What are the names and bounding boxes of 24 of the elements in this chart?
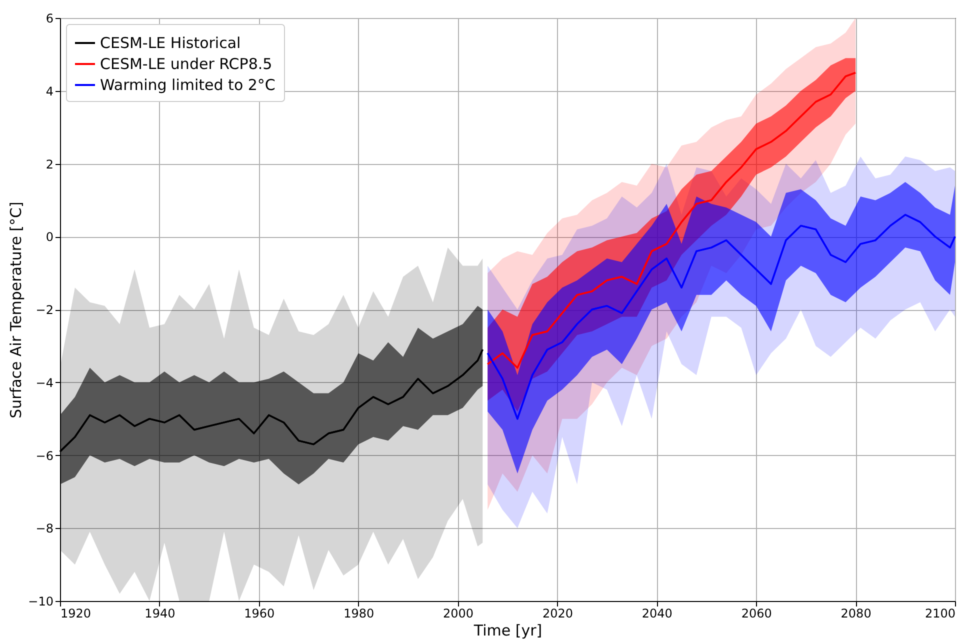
x-tick-label: 2000 [443, 606, 474, 620]
x-tick-label: 2100 [924, 606, 956, 620]
x-tick-label: 2060 [741, 606, 772, 620]
x-tick-label: 2080 [840, 606, 872, 620]
y-tick-label: 4 [46, 84, 54, 98]
y-tick-label: 0 [46, 230, 54, 244]
y-axis-title: Surface Air Temperature [°C] [7, 202, 26, 418]
x-tick-label: 2020 [542, 606, 573, 620]
y-tick-label: 2 [46, 157, 54, 172]
y-tick-label: −2 [36, 303, 54, 317]
legend-label: CESM-LE Historical [100, 34, 241, 52]
x-tick-label: 2040 [642, 606, 672, 620]
x-tick-label: 1960 [244, 606, 275, 620]
x-tick-label: 1940 [144, 606, 176, 620]
y-tick-label: −10 [28, 594, 54, 608]
x-tick-label: 1920 [60, 606, 92, 620]
x-axis-title: Time [yr] [472, 622, 542, 640]
y-tick-label: −4 [36, 376, 54, 390]
x-tick-label: 1980 [344, 606, 374, 620]
y-tick-label: 6 [46, 12, 54, 26]
legend-label: CESM-LE under RCP8.5 [100, 55, 272, 73]
y-tick-label: −6 [36, 448, 54, 463]
y-tick-label: −8 [36, 522, 54, 536]
legend-label: Warming limited to 2°C [100, 76, 276, 94]
